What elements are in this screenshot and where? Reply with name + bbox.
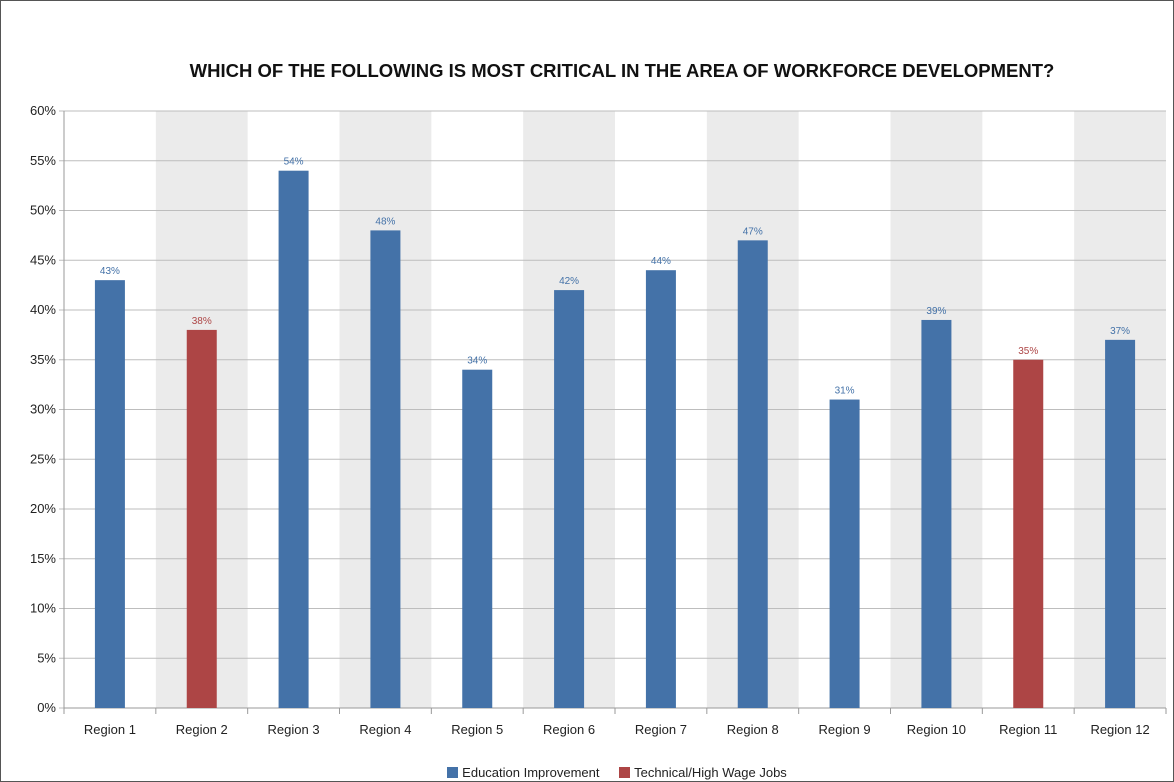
x-tick-label: Region 10 <box>907 722 966 737</box>
bar-value-label: 31% <box>835 386 855 397</box>
x-tick-label: Region 4 <box>359 722 411 737</box>
x-tick-label: Region 8 <box>727 722 779 737</box>
bar-value-label: 35% <box>1018 346 1038 357</box>
y-tick-label: 0% <box>37 700 56 715</box>
x-tick-label: Region 7 <box>635 722 687 737</box>
x-tick-label: Region 9 <box>819 722 871 737</box>
x-tick-label: Region 3 <box>268 722 320 737</box>
x-tick-label: Region 2 <box>176 722 228 737</box>
bar <box>1013 359 1044 708</box>
y-tick-label: 35% <box>30 352 56 367</box>
bar-value-label: 34% <box>467 356 487 367</box>
bar <box>554 290 585 708</box>
y-tick-label: 25% <box>30 451 56 466</box>
legend-swatch-education <box>447 767 459 778</box>
legend-item-education: Education Improvement <box>447 765 599 780</box>
bar-value-label: 39% <box>926 306 946 317</box>
x-tick-label: Region 12 <box>1090 722 1149 737</box>
bar <box>1105 339 1136 708</box>
chart-title: WHICH OF THE FOLLOWING IS MOST CRITICAL … <box>189 60 1055 81</box>
y-tick-label: 45% <box>30 252 56 267</box>
x-tick-label: Region 1 <box>84 722 136 737</box>
y-tick-label: 60% <box>30 103 56 118</box>
legend-item-technical: Technical/High Wage Jobs <box>619 765 787 780</box>
bar <box>186 329 217 708</box>
legend: Education Improvement Technical/High Wag… <box>0 765 1174 780</box>
bar-value-label: 54% <box>284 157 304 168</box>
y-tick-label: 40% <box>30 302 56 317</box>
x-tick-label: Region 6 <box>543 722 595 737</box>
y-tick-label: 15% <box>30 551 56 566</box>
bar <box>94 280 125 708</box>
y-tick-label: 10% <box>30 601 56 616</box>
bar-value-label: 37% <box>1110 326 1130 337</box>
y-tick-label: 20% <box>30 501 56 516</box>
x-tick-label: Region 5 <box>451 722 503 737</box>
y-tick-label: 30% <box>30 402 56 417</box>
y-tick-label: 55% <box>30 153 56 168</box>
bar <box>278 170 309 708</box>
y-tick-label: 50% <box>30 203 56 218</box>
bar-value-label: 48% <box>375 216 395 227</box>
bar-value-label: 38% <box>192 316 212 327</box>
legend-swatch-technical <box>619 767 631 778</box>
bar <box>829 399 860 708</box>
legend-label-education: Education Improvement <box>462 765 600 780</box>
bar <box>370 230 401 708</box>
bar-value-label: 47% <box>743 226 763 237</box>
bar <box>645 270 676 708</box>
bar <box>921 319 952 708</box>
y-tick-label: 5% <box>37 650 56 665</box>
x-tick-label: Region 11 <box>999 722 1057 737</box>
bar-value-label: 42% <box>559 276 579 287</box>
bar <box>737 240 768 708</box>
bar <box>462 369 493 708</box>
bar-value-label: 44% <box>651 256 671 267</box>
bar-value-label: 43% <box>100 266 120 277</box>
legend-label-technical: Technical/High Wage Jobs <box>634 765 787 780</box>
